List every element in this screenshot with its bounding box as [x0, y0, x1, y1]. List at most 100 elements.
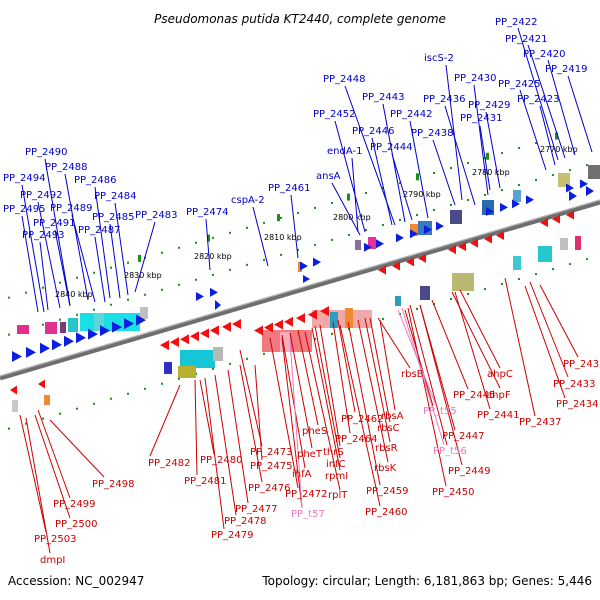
- gene-label[interactable]: PP_2490: [25, 147, 68, 158]
- forward-gene-arrow[interactable]: [313, 257, 321, 267]
- gene-label[interactable]: PP_2472: [285, 489, 328, 500]
- gene-label[interactable]: PP_2483: [135, 210, 178, 221]
- gene-label[interactable]: PP_2473: [250, 447, 293, 458]
- gene-label[interactable]: rplT: [328, 490, 348, 501]
- reverse-gene-arrow[interactable]: [406, 257, 414, 267]
- gene-label[interactable]: PP_2487: [78, 225, 121, 236]
- gene-label[interactable]: rbsK: [374, 463, 397, 474]
- forward-gene-arrow[interactable]: [100, 325, 110, 337]
- gene-label[interactable]: PP_2432: [563, 359, 600, 370]
- gene-label[interactable]: PP_2448: [323, 74, 366, 85]
- gene-label[interactable]: PP_2446: [352, 126, 395, 137]
- gene-label[interactable]: PP_2488: [45, 162, 88, 173]
- gene-label[interactable]: PP_2491: [33, 218, 76, 229]
- gene-label[interactable]: PP_2499: [53, 499, 96, 510]
- reverse-gene-arrow[interactable]: [496, 231, 504, 241]
- reverse-gene-arrow[interactable]: [200, 328, 209, 339]
- gene-label[interactable]: PP_2443: [362, 92, 405, 103]
- gene-label[interactable]: PP_2480: [200, 455, 243, 466]
- gene-label[interactable]: ansA: [316, 171, 341, 182]
- forward-gene-arrow[interactable]: [196, 292, 204, 302]
- gene-label[interactable]: PP_t56: [433, 446, 467, 457]
- reverse-gene-arrow[interactable]: [180, 334, 189, 345]
- gene-label[interactable]: PP_2461: [268, 183, 311, 194]
- gene-label[interactable]: ihfA: [292, 469, 312, 480]
- gene-label[interactable]: PP_2489: [50, 203, 93, 214]
- gene-label[interactable]: PP_2436: [423, 94, 466, 105]
- forward-gene-arrow[interactable]: [486, 206, 494, 216]
- gene-label[interactable]: PP_2444: [370, 142, 413, 153]
- forward-gene-arrow[interactable]: [410, 229, 418, 239]
- forward-gene-arrow[interactable]: [12, 350, 22, 362]
- gene-label[interactable]: PP_2479: [211, 530, 254, 541]
- reverse-gene-arrow[interactable]: [160, 340, 169, 351]
- gene-label[interactable]: PP_2445: [453, 390, 496, 401]
- gene-label[interactable]: PP_2459: [366, 486, 409, 497]
- reverse-gene-arrow[interactable]: [458, 242, 466, 252]
- gene-label[interactable]: PP_2449: [448, 466, 491, 477]
- gene-label[interactable]: iscS-2: [424, 53, 454, 64]
- gene-label[interactable]: PP_2450: [432, 487, 475, 498]
- gene-label[interactable]: PP_2420: [523, 49, 566, 60]
- gene-label[interactable]: PP_2442: [390, 109, 433, 120]
- gene-label[interactable]: PP_2493: [22, 230, 65, 241]
- reverse-gene-arrow[interactable]: [10, 385, 17, 395]
- forward-gene-arrow[interactable]: [76, 332, 86, 344]
- forward-gene-arrow[interactable]: [300, 261, 308, 271]
- reverse-gene-arrow[interactable]: [210, 325, 219, 336]
- gene-label[interactable]: PP_2498: [92, 479, 135, 490]
- forward-gene-arrow[interactable]: [424, 225, 432, 235]
- gene-label[interactable]: cspA-2: [231, 195, 265, 206]
- gene-label[interactable]: ahpF: [486, 390, 511, 401]
- gene-label[interactable]: PP_2478: [224, 516, 267, 527]
- reverse-gene-arrow[interactable]: [418, 253, 426, 263]
- forward-gene-arrow[interactable]: [526, 195, 534, 205]
- forward-gene-arrow[interactable]: [124, 318, 134, 330]
- gene-label[interactable]: rbsC: [377, 423, 400, 434]
- gene-label[interactable]: PP_2460: [365, 507, 408, 518]
- forward-gene-arrow[interactable]: [569, 191, 577, 201]
- gene-label[interactable]: PP_2429: [468, 100, 511, 111]
- reverse-gene-arrow[interactable]: [470, 238, 478, 248]
- forward-gene-arrow[interactable]: [580, 179, 588, 189]
- forward-gene-arrow[interactable]: [566, 183, 574, 193]
- gene-label[interactable]: PP_2474: [186, 207, 229, 218]
- reverse-gene-arrow[interactable]: [378, 265, 386, 275]
- gene-label[interactable]: PP_2462: [341, 414, 384, 425]
- gene-label[interactable]: PP_2421: [505, 34, 548, 45]
- forward-gene-arrow[interactable]: [396, 233, 404, 243]
- gene-label[interactable]: rbsA: [381, 411, 404, 422]
- gene-label[interactable]: PP_2464: [335, 434, 378, 445]
- gene-label[interactable]: PP_2441: [477, 410, 520, 421]
- gene-label[interactable]: PP_2484: [94, 191, 137, 202]
- reverse-gene-arrow[interactable]: [308, 309, 317, 320]
- reverse-gene-arrow[interactable]: [170, 337, 179, 348]
- forward-gene-arrow[interactable]: [512, 199, 520, 209]
- forward-gene-arrow[interactable]: [215, 300, 221, 310]
- forward-gene-arrow[interactable]: [40, 342, 50, 354]
- forward-gene-arrow[interactable]: [136, 314, 146, 326]
- gene-label[interactable]: PP_2425: [498, 79, 541, 90]
- forward-gene-arrow[interactable]: [52, 339, 62, 351]
- reverse-gene-arrow[interactable]: [448, 245, 456, 255]
- forward-gene-arrow[interactable]: [376, 239, 384, 249]
- gene-label[interactable]: dmpI: [40, 555, 65, 566]
- forward-gene-arrow[interactable]: [26, 346, 36, 358]
- gene-label[interactable]: PP_2437: [519, 417, 562, 428]
- reverse-gene-arrow[interactable]: [392, 261, 400, 271]
- gene-label[interactable]: PP_2431: [460, 113, 503, 124]
- gene-label[interactable]: infC: [326, 459, 346, 470]
- gene-label[interactable]: pheT: [297, 449, 323, 460]
- forward-gene-arrow[interactable]: [112, 321, 122, 333]
- gene-label[interactable]: pheS: [302, 426, 327, 437]
- gene-label[interactable]: PP_2423: [517, 94, 560, 105]
- gene-label[interactable]: PP_2482: [148, 458, 191, 469]
- reverse-gene-arrow[interactable]: [254, 325, 263, 336]
- reverse-gene-arrow[interactable]: [38, 379, 45, 389]
- gene-label[interactable]: rpmI: [325, 471, 348, 482]
- forward-gene-arrow[interactable]: [64, 335, 74, 347]
- forward-gene-arrow[interactable]: [436, 221, 444, 231]
- gene-label[interactable]: PP_2447: [442, 431, 485, 442]
- gene-label[interactable]: PP_2481: [184, 476, 227, 487]
- reverse-gene-arrow[interactable]: [552, 214, 560, 224]
